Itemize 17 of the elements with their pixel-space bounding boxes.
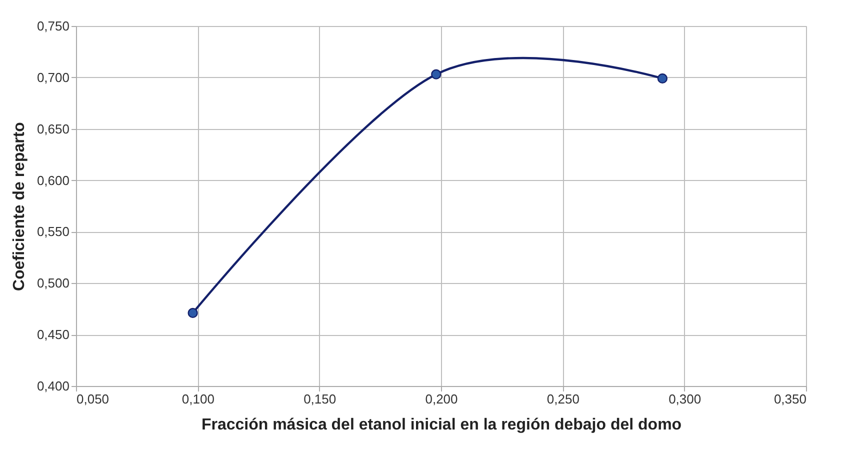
y-tick-label: 0,750 xyxy=(36,18,70,34)
y-tick-label: 0,600 xyxy=(36,172,70,188)
y-tick-label: 0,450 xyxy=(36,327,70,342)
y-tick-label: 0,650 xyxy=(36,121,70,136)
x-tick-label: 0,350 xyxy=(774,392,806,406)
y-axis-title: Coeficiente de reparto xyxy=(10,122,28,291)
x-tick-label: 0,100 xyxy=(182,392,214,406)
y-tick-label: 0,500 xyxy=(36,276,70,291)
x-tick-label: 0,150 xyxy=(304,392,336,406)
y-tick-label: 0,400 xyxy=(36,378,70,394)
y-tick-label: 0,700 xyxy=(36,70,70,85)
x-tick-label: 0,300 xyxy=(668,392,702,406)
x-tick-label: 0,200 xyxy=(425,392,458,406)
x-tick-label: 0,050 xyxy=(76,392,110,406)
y-tick-label: 0,550 xyxy=(36,224,70,240)
x-axis-title: Fracción másica del etanol inicial en la región debajo del domo xyxy=(201,416,682,434)
x-tick-label: 0,250 xyxy=(546,392,580,406)
